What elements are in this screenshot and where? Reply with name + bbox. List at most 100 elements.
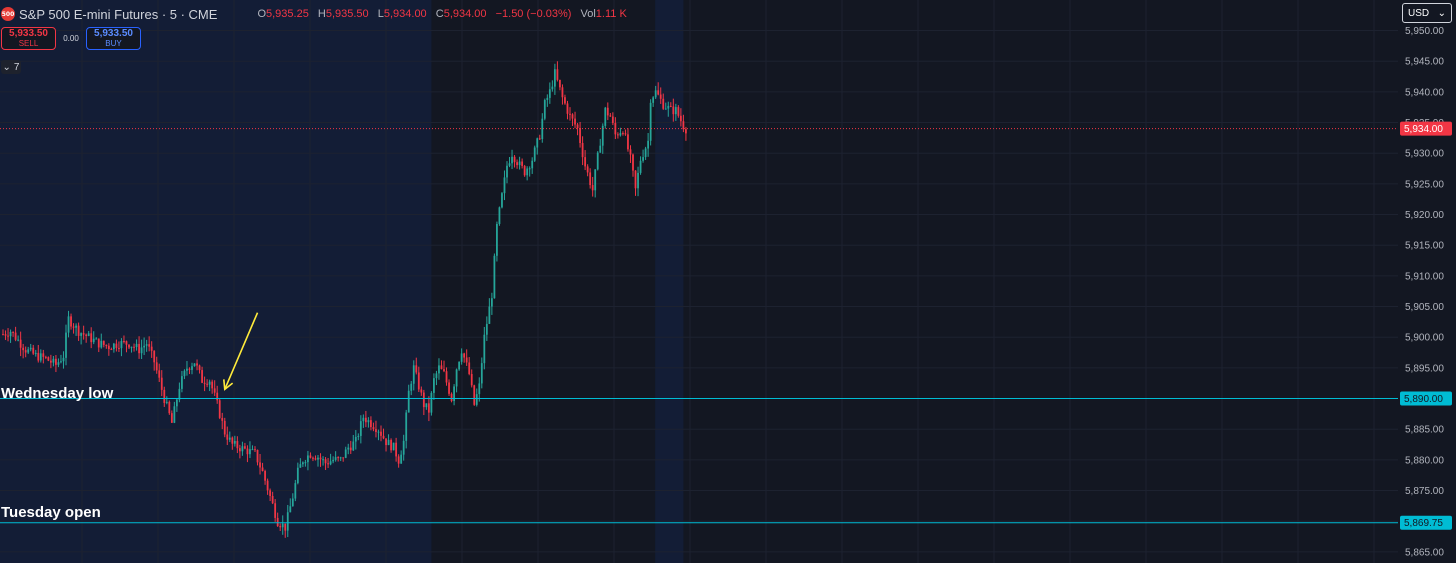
candle-body	[82, 333, 85, 335]
candle-body	[579, 128, 581, 143]
candle-body	[677, 107, 680, 116]
candle-body	[392, 442, 395, 451]
chevron-down-icon: ⌄	[2, 61, 11, 73]
candle-body	[506, 165, 508, 178]
volume-value: 1.11 K	[595, 8, 627, 20]
price-tick-label: 5,950.00	[1405, 26, 1444, 37]
candle-body	[652, 97, 655, 103]
candle-body	[211, 381, 214, 389]
candle-body	[133, 346, 135, 348]
candle-body	[100, 340, 103, 348]
price-axis[interactable]: 5,950.005,945.005,940.005,935.005,930.00…	[1398, 0, 1456, 563]
candle-body	[622, 133, 624, 135]
candle-body	[173, 406, 176, 423]
candle-body	[289, 506, 292, 513]
price-tick-label: 5,910.00	[1405, 271, 1444, 282]
candle-body	[559, 79, 561, 88]
candle-body	[24, 350, 27, 353]
candle-body	[526, 168, 529, 176]
candle-body	[589, 172, 592, 186]
candle-body	[193, 363, 196, 367]
buy-label: BUY	[105, 38, 122, 48]
candle-body	[208, 381, 211, 385]
open-label: O	[257, 8, 266, 20]
price-tick-label: 5,930.00	[1405, 149, 1444, 160]
candle-body	[17, 339, 20, 341]
sell-button[interactable]: 5,933.50 SELL	[1, 27, 56, 50]
candle-body	[430, 392, 433, 413]
candle-body	[503, 177, 506, 194]
price-axis-bg	[1398, 0, 1456, 563]
low-value: 5,934.00	[383, 8, 427, 20]
candle-body	[405, 412, 408, 441]
candle-body	[511, 156, 513, 164]
candle-body	[145, 344, 148, 346]
candle-body	[304, 462, 307, 464]
currency-select[interactable]: USD ⌄	[1402, 3, 1452, 23]
candle-body	[218, 400, 221, 418]
chevron-down-icon: ⌄	[1437, 7, 1446, 19]
candle-body	[191, 366, 193, 370]
candle-body	[420, 389, 423, 393]
candle-body	[29, 347, 32, 350]
session-shade-0	[0, 0, 432, 563]
spread-value: 0.00	[63, 34, 79, 43]
candle-body	[556, 69, 559, 80]
candle-body	[70, 316, 72, 327]
candle-body	[674, 107, 677, 115]
candle-body	[531, 160, 534, 169]
candle-body	[433, 378, 435, 393]
candle-body	[233, 441, 236, 444]
candles	[2, 61, 687, 538]
candle-body	[581, 142, 584, 158]
candle-body	[478, 383, 481, 395]
candle-body	[314, 458, 317, 460]
candle-body	[596, 152, 599, 170]
candle-body	[160, 377, 163, 390]
price-tick-label: 5,945.00	[1405, 57, 1444, 68]
candle-body	[584, 157, 587, 167]
candle-body	[647, 140, 650, 149]
candle-body	[639, 160, 642, 173]
candle-body	[284, 523, 287, 531]
candle-body	[367, 420, 370, 423]
symbol-title[interactable]: S&P 500 E-mini Futures · 5 · CME	[19, 6, 218, 22]
candle-body	[112, 343, 115, 350]
candle-body	[536, 138, 539, 148]
candle-body	[49, 360, 52, 363]
candle-body	[85, 334, 88, 336]
candle-body	[402, 440, 405, 455]
candle-body	[261, 467, 264, 472]
candle-body	[508, 163, 511, 166]
candle-body	[415, 365, 418, 373]
candle-body	[163, 389, 166, 403]
candle-body	[332, 459, 335, 462]
trade-panel: 5,933.50 SELL 0.00 5,933.50 BUY	[1, 27, 141, 50]
indicators-toggle[interactable]: ⌄ 7	[1, 60, 21, 74]
candle-body	[667, 105, 670, 109]
candle-body	[576, 124, 579, 129]
ohlc-readout: O5,935.25 H5,935.50 L5,934.00 C5,934.00 …	[257, 8, 626, 20]
candle-body	[2, 334, 4, 336]
candle-body	[496, 223, 498, 256]
candle-body	[443, 369, 445, 372]
candle-body	[296, 467, 299, 484]
buy-button[interactable]: 5,933.50 BUY	[86, 27, 141, 50]
arrow-shaft	[224, 312, 259, 390]
candle-body	[14, 332, 17, 340]
level-label-wednesday-low: Wednesday low	[1, 385, 114, 402]
price-tick-label: 5,915.00	[1405, 241, 1444, 252]
price-tick-label: 5,905.00	[1405, 302, 1444, 313]
level-price-label-0: 5,890.00	[1404, 394, 1443, 405]
candle-body	[238, 448, 241, 452]
candle-body	[427, 403, 430, 413]
chart-header: 500 S&P 500 E-mini Futures · 5 · CME O5,…	[0, 4, 627, 24]
candle-body	[470, 373, 473, 386]
candle-body	[19, 339, 22, 348]
candle-body	[659, 94, 662, 99]
candle-body	[475, 394, 478, 405]
levels	[0, 128, 1398, 524]
candle-body	[322, 459, 324, 461]
candle-body	[65, 332, 67, 358]
